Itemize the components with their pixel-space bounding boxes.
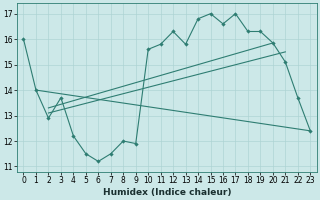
X-axis label: Humidex (Indice chaleur): Humidex (Indice chaleur) (103, 188, 231, 197)
